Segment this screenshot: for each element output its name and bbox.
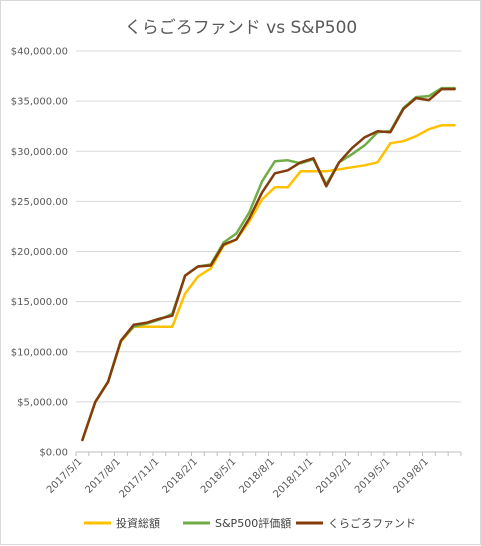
x-tick-label: 2019/5/1 <box>353 456 393 496</box>
series-line-1 <box>81 123 456 442</box>
axes: $0.00 $5,000.00 $10,000.00 $15,000.00 $20,00… <box>11 47 462 500</box>
x-tick-label: 2017/8/1 <box>83 456 123 496</box>
x-tick-label: 2018/5/1 <box>199 456 239 496</box>
y-tick-label: $30,000.00 <box>11 147 68 158</box>
y-tick-label: $15,000.00 <box>11 297 68 308</box>
legend-label: くらごろファンド <box>328 516 416 530</box>
legend-label: S&P500評価額 <box>215 516 291 530</box>
series-lines <box>81 86 456 442</box>
y-tick-label: $10,000.00 <box>11 347 68 358</box>
y-tick-label: $5,000.00 <box>17 397 68 408</box>
series-line-3 <box>81 87 456 442</box>
x-tick-label: 2018/11/1 <box>271 456 315 500</box>
x-tick-label: 2018/2/1 <box>160 456 200 496</box>
chart-title: くらごろファンド vs S&P500 <box>125 18 357 38</box>
y-tick-label: $40,000.00 <box>11 47 68 58</box>
x-tick-label: 2017/5/1 <box>45 456 85 496</box>
y-tick-label: $25,000.00 <box>11 197 68 208</box>
y-tick-label: $0.00 <box>39 448 68 459</box>
y-tick-label: $35,000.00 <box>11 97 68 108</box>
x-tick-label: 2019/8/1 <box>391 456 431 496</box>
x-tick-label: 2018/8/1 <box>237 456 277 496</box>
x-tick-label: 2019/2/1 <box>314 456 354 496</box>
legend: 投資総額 S&P500評価額 くらごろファンド <box>84 516 416 530</box>
y-tick-label: $20,000.00 <box>11 247 68 258</box>
gridlines <box>76 50 461 453</box>
x-tick-label: 2017/11/1 <box>117 456 161 500</box>
legend-label: 投資総額 <box>116 516 160 530</box>
